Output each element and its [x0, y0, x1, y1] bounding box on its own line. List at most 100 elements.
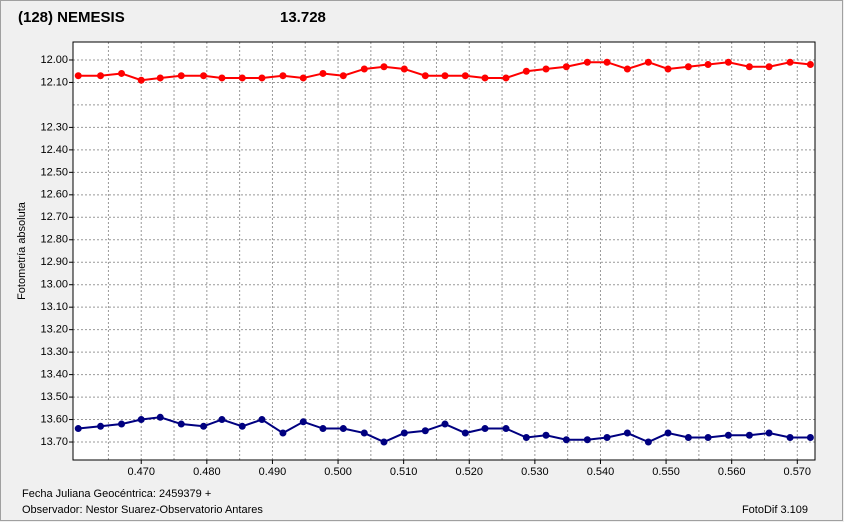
software: FotoDif 3.109	[742, 504, 808, 516]
data-point	[562, 63, 570, 71]
data-point	[765, 63, 773, 71]
data-point	[583, 58, 591, 66]
data-point	[218, 74, 226, 82]
x-axis-label: Fecha Juliana Geocéntrica: 2459379 +	[22, 488, 211, 500]
data-point	[218, 416, 226, 424]
data-point	[786, 434, 794, 442]
data-point	[644, 58, 652, 66]
data-point	[97, 422, 105, 430]
data-point	[118, 69, 126, 77]
data-point	[421, 427, 429, 435]
y-tick-label: 13.30	[40, 346, 68, 358]
data-point	[562, 436, 570, 444]
data-point	[704, 60, 712, 68]
y-tick-label: 12.00	[40, 54, 68, 66]
x-tick-label: 0.500	[324, 466, 352, 478]
data-point	[339, 425, 347, 433]
x-tick-label: 0.510	[390, 466, 418, 478]
data-point	[461, 72, 469, 80]
y-tick-label: 13.60	[40, 413, 68, 425]
x-tick-label: 0.540	[587, 466, 615, 478]
data-point	[441, 72, 449, 80]
data-point	[400, 429, 408, 437]
data-point	[664, 65, 672, 73]
data-point	[74, 425, 82, 433]
observer: Observador: Nestor Suarez-Observatorio A…	[22, 504, 263, 516]
data-point	[806, 434, 814, 442]
data-point	[319, 69, 327, 77]
x-tick-label: 0.480	[193, 466, 221, 478]
data-point	[339, 72, 347, 80]
data-point	[745, 431, 753, 439]
data-point	[664, 429, 672, 437]
y-tick-label: 12.60	[40, 189, 68, 201]
data-point	[583, 436, 591, 444]
data-point	[156, 74, 164, 82]
data-point	[258, 416, 266, 424]
data-point	[177, 420, 185, 428]
y-tick-label: 12.40	[40, 144, 68, 156]
data-point	[522, 67, 530, 75]
data-point	[238, 422, 246, 430]
y-tick-label: 12.30	[40, 121, 68, 133]
x-tick-label: 0.550	[652, 466, 680, 478]
x-tick-label: 0.470	[127, 466, 155, 478]
data-point	[118, 420, 126, 428]
data-point	[786, 58, 794, 66]
data-point	[623, 429, 631, 437]
data-point	[200, 72, 208, 80]
data-point	[360, 429, 368, 437]
y-tick-label: 13.20	[40, 324, 68, 336]
data-point	[360, 65, 368, 73]
data-point	[421, 72, 429, 80]
data-point	[441, 420, 449, 428]
y-tick-label: 12.80	[40, 234, 68, 246]
data-point	[542, 65, 550, 73]
x-tick-label: 0.570	[784, 466, 812, 478]
y-tick-label: 12.10	[40, 76, 68, 88]
data-point	[684, 434, 692, 442]
data-point	[461, 429, 469, 437]
y-tick-label: 12.90	[40, 256, 68, 268]
x-tick-label: 0.530	[521, 466, 549, 478]
data-point	[603, 434, 611, 442]
data-point	[200, 422, 208, 430]
data-point	[481, 425, 489, 433]
chart-subtitle: 13.728	[280, 9, 326, 26]
data-point	[258, 74, 266, 82]
data-point	[724, 58, 732, 66]
data-point	[806, 60, 814, 68]
y-tick-label: 13.50	[40, 391, 68, 403]
plot-area	[73, 42, 815, 460]
data-point	[542, 431, 550, 439]
data-point	[745, 63, 753, 71]
data-point	[704, 434, 712, 442]
data-point	[724, 431, 732, 439]
data-point	[502, 74, 510, 82]
data-point	[765, 429, 773, 437]
y-tick-label: 13.40	[40, 369, 68, 381]
data-point	[238, 74, 246, 82]
y-tick-label: 12.70	[40, 211, 68, 223]
x-tick-label: 0.490	[259, 466, 287, 478]
y-tick-label: 12.50	[40, 166, 68, 178]
data-point	[279, 72, 287, 80]
data-point	[299, 418, 307, 426]
data-point	[502, 425, 510, 433]
data-point	[137, 76, 145, 84]
data-point	[603, 58, 611, 66]
x-tick-label: 0.520	[455, 466, 483, 478]
data-point	[156, 413, 164, 421]
x-tick-label: 0.560	[718, 466, 746, 478]
data-point	[481, 74, 489, 82]
data-point	[380, 438, 388, 446]
y-axis-label: Fotometría absoluta	[16, 201, 28, 300]
data-point	[299, 74, 307, 82]
y-tick-label: 13.70	[40, 436, 68, 448]
plot-border	[72, 41, 816, 461]
data-point	[97, 72, 105, 80]
data-point	[623, 65, 631, 73]
data-point	[177, 72, 185, 80]
data-point	[522, 434, 530, 442]
